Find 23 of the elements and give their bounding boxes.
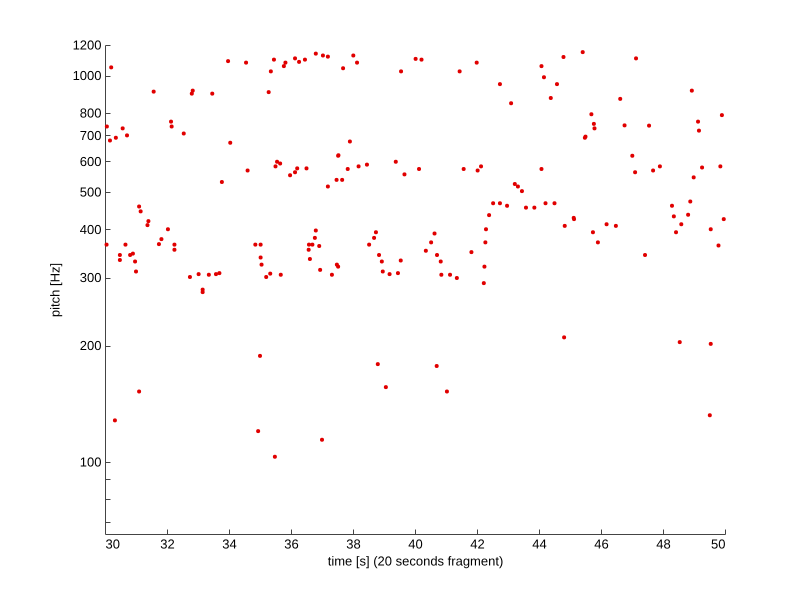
y-tick-label: 700 [80, 128, 102, 143]
y-tick-label: 100 [80, 454, 102, 470]
x-tick-label: 30 [106, 536, 120, 552]
x-tick-label: 46 [594, 536, 609, 552]
x-tick-label: 42 [470, 536, 485, 552]
y-tick-label: 800 [80, 106, 102, 120]
y-tick-label: 600 [80, 154, 102, 169]
x-tick-label: 40 [408, 536, 423, 552]
x-tick-label: 38 [346, 536, 361, 552]
y-tick-label: 200 [80, 338, 102, 353]
y-tick-label: 1200 [72, 38, 102, 52]
x-tick-label: 50 [711, 536, 726, 552]
y-tick-label: 400 [80, 222, 102, 237]
x-axis-title: time [s] (20 seconds fragment) [328, 554, 504, 568]
y-tick-label: 300 [80, 270, 102, 285]
y-axis-title: pitch [Hz] [48, 262, 63, 318]
x-tick-label: 32 [160, 536, 175, 552]
y-tick-label: 500 [80, 184, 102, 200]
x-tick-label: 48 [656, 536, 671, 552]
y-tick-label: 1000 [72, 68, 102, 84]
x-tick-label: 34 [222, 536, 237, 552]
x-tick-label: 36 [284, 536, 299, 552]
x-tick-label: 44 [532, 536, 547, 552]
